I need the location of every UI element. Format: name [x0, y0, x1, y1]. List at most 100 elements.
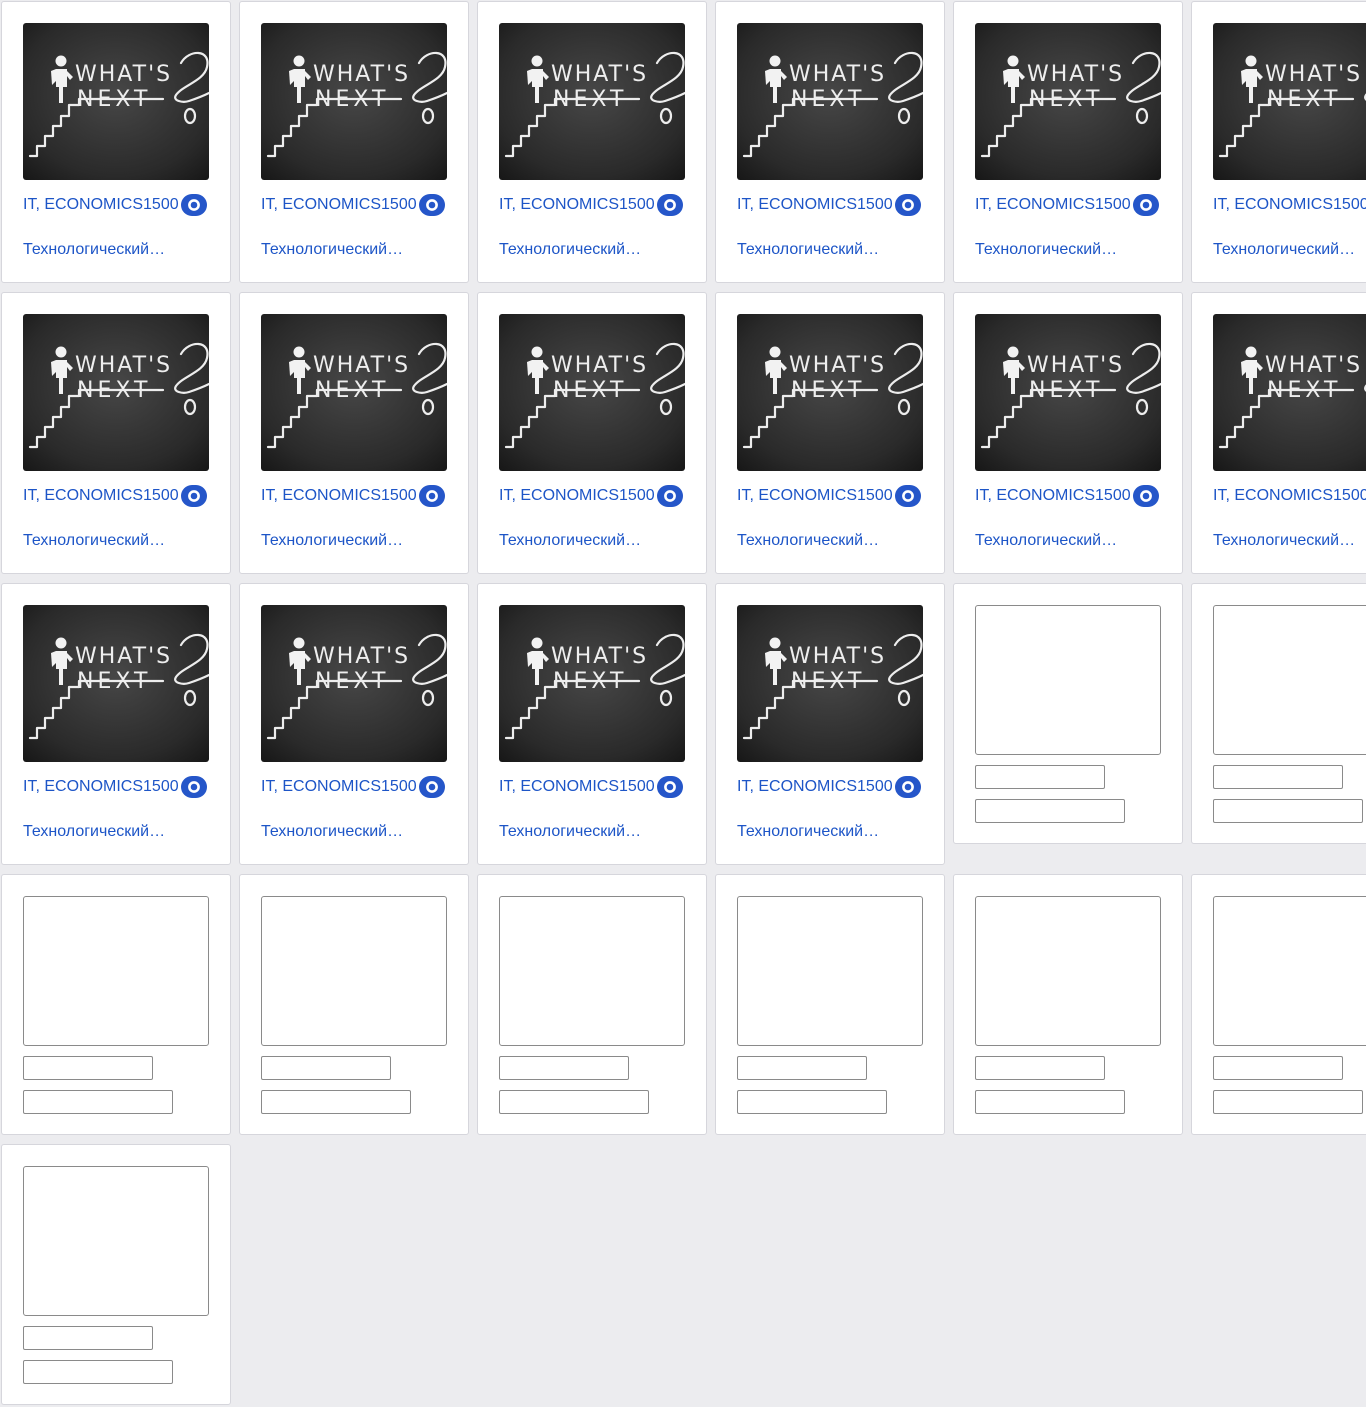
- chalkboard-whats-next-icon: WHAT'S NEXT: [261, 605, 447, 762]
- card-title[interactable]: Технологический…: [261, 823, 404, 840]
- article-thumbnail[interactable]: WHAT'S NEXT: [1213, 314, 1366, 471]
- card-title[interactable]: Технологический…: [499, 241, 642, 258]
- article-card[interactable]: WHAT'S NEXT IT, ECONOMICS 1500 Технологич…: [1191, 1, 1366, 283]
- article-thumbnail[interactable]: WHAT'S NEXT: [975, 23, 1161, 180]
- article-thumbnail[interactable]: WHAT'S NEXT: [23, 314, 209, 471]
- card-tags[interactable]: IT, ECONOMICS: [261, 778, 382, 795]
- card-title[interactable]: Технологический…: [23, 823, 166, 840]
- card-tags[interactable]: IT, ECONOMICS: [261, 196, 382, 213]
- skeleton-card: [715, 874, 945, 1135]
- article-card[interactable]: WHAT'S NEXT IT, ECONOMICS 1500 Технологич…: [953, 292, 1183, 574]
- article-card[interactable]: WHAT'S NEXT IT, ECONOMICS 1500 Технологич…: [239, 583, 469, 865]
- card-title[interactable]: Технологический…: [261, 241, 404, 258]
- article-card[interactable]: WHAT'S NEXT IT, ECONOMICS 1500 Технологич…: [953, 1, 1183, 283]
- thumbnail-text-line2: NEXT: [77, 378, 151, 403]
- card-tags[interactable]: IT, ECONOMICS: [737, 196, 858, 213]
- card-title[interactable]: Технологический…: [975, 241, 1118, 258]
- card-title[interactable]: Технологический…: [499, 823, 642, 840]
- chalkboard-whats-next-icon: WHAT'S NEXT: [23, 23, 209, 180]
- article-thumbnail[interactable]: WHAT'S NEXT: [261, 314, 447, 471]
- thumbnail-text-line1: WHAT'S: [1265, 62, 1362, 87]
- article-card[interactable]: WHAT'S NEXT IT, ECONOMICS 1500 Технологич…: [715, 292, 945, 574]
- skeleton-thumbnail: [23, 1166, 209, 1316]
- card-title[interactable]: Технологический…: [737, 241, 880, 258]
- skeleton-line: [975, 1090, 1125, 1114]
- card-tags[interactable]: IT, ECONOMICS: [499, 196, 620, 213]
- thumbnail-text-line2: NEXT: [315, 378, 389, 403]
- card-tags[interactable]: IT, ECONOMICS: [737, 778, 858, 795]
- skeleton-line: [737, 1090, 887, 1114]
- article-thumbnail[interactable]: WHAT'S NEXT: [737, 23, 923, 180]
- card-title[interactable]: Технологический…: [23, 532, 166, 549]
- card-meta: IT, ECONOMICS 1500: [261, 194, 447, 216]
- skeleton-thumbnail: [261, 896, 447, 1046]
- card-title[interactable]: Технологический…: [499, 532, 642, 549]
- eye-icon: [180, 194, 207, 216]
- view-count: 1500: [143, 778, 179, 795]
- card-tags[interactable]: IT, ECONOMICS: [499, 778, 620, 795]
- article-card[interactable]: WHAT'S NEXT IT, ECONOMICS 1500 Технологич…: [1, 1, 231, 283]
- thumbnail-text-line2: NEXT: [553, 669, 627, 694]
- chalkboard-whats-next-icon: WHAT'S NEXT: [499, 605, 685, 762]
- article-card[interactable]: WHAT'S NEXT IT, ECONOMICS 1500 Технологич…: [239, 292, 469, 574]
- thumbnail-text-line1: WHAT'S: [789, 62, 886, 87]
- chalkboard-whats-next-icon: WHAT'S NEXT: [1213, 314, 1366, 471]
- article-card[interactable]: WHAT'S NEXT IT, ECONOMICS 1500 Технологич…: [477, 292, 707, 574]
- article-card[interactable]: WHAT'S NEXT IT, ECONOMICS 1500 Технологич…: [715, 1, 945, 283]
- article-thumbnail[interactable]: WHAT'S NEXT: [499, 605, 685, 762]
- article-card[interactable]: WHAT'S NEXT IT, ECONOMICS 1500 Технологич…: [477, 1, 707, 283]
- card-title[interactable]: Технологический…: [23, 241, 166, 258]
- article-thumbnail[interactable]: WHAT'S NEXT: [737, 314, 923, 471]
- skeleton-line: [23, 1056, 153, 1080]
- article-thumbnail[interactable]: WHAT'S NEXT: [975, 314, 1161, 471]
- article-thumbnail[interactable]: WHAT'S NEXT: [261, 23, 447, 180]
- article-card[interactable]: WHAT'S NEXT IT, ECONOMICS 1500 Технологич…: [239, 1, 469, 283]
- card-meta: IT, ECONOMICS 1500: [261, 776, 447, 798]
- card-tags[interactable]: IT, ECONOMICS: [975, 487, 1096, 504]
- card-tags[interactable]: IT, ECONOMICS: [23, 196, 144, 213]
- view-count: 1500: [381, 778, 417, 795]
- thumbnail-text-line2: NEXT: [1029, 378, 1103, 403]
- thumbnail-text-line1: WHAT'S: [75, 62, 172, 87]
- eye-icon: [894, 776, 921, 798]
- skeleton-line: [975, 799, 1125, 823]
- card-title[interactable]: Технологический…: [975, 532, 1118, 549]
- article-thumbnail[interactable]: WHAT'S NEXT: [23, 23, 209, 180]
- article-thumbnail[interactable]: WHAT'S NEXT: [1213, 23, 1366, 180]
- article-card[interactable]: WHAT'S NEXT IT, ECONOMICS 1500 Технологич…: [1, 583, 231, 865]
- skeleton-thumbnail: [23, 896, 209, 1046]
- card-title[interactable]: Технологический…: [261, 532, 404, 549]
- article-thumbnail[interactable]: WHAT'S NEXT: [737, 605, 923, 762]
- article-thumbnail[interactable]: WHAT'S NEXT: [499, 23, 685, 180]
- card-tags[interactable]: IT, ECONOMICS: [975, 196, 1096, 213]
- thumbnail-text-line1: WHAT'S: [789, 353, 886, 378]
- skeleton-thumbnail: [975, 896, 1161, 1046]
- card-tags[interactable]: IT, ECONOMICS: [737, 487, 858, 504]
- article-thumbnail[interactable]: WHAT'S NEXT: [23, 605, 209, 762]
- skeleton-line: [23, 1090, 173, 1114]
- thumbnail-text-line2: NEXT: [791, 378, 865, 403]
- card-title[interactable]: Технологический…: [1213, 532, 1356, 549]
- card-tags[interactable]: IT, ECONOMICS: [1213, 487, 1334, 504]
- card-tags[interactable]: IT, ECONOMICS: [261, 487, 382, 504]
- article-card[interactable]: WHAT'S NEXT IT, ECONOMICS 1500 Технологич…: [715, 583, 945, 865]
- card-title[interactable]: Технологический…: [1213, 241, 1356, 258]
- article-card[interactable]: WHAT'S NEXT IT, ECONOMICS 1500 Технологич…: [477, 583, 707, 865]
- chalkboard-whats-next-icon: WHAT'S NEXT: [23, 314, 209, 471]
- card-title[interactable]: Технологический…: [737, 532, 880, 549]
- view-count: 1500: [1095, 196, 1131, 213]
- article-thumbnail[interactable]: WHAT'S NEXT: [499, 314, 685, 471]
- thumbnail-text-line1: WHAT'S: [551, 62, 648, 87]
- skeleton-card: [953, 874, 1183, 1135]
- card-tags[interactable]: IT, ECONOMICS: [1213, 196, 1334, 213]
- thumbnail-text-line2: NEXT: [1029, 87, 1103, 112]
- skeleton-thumbnail: [1213, 605, 1366, 755]
- card-title[interactable]: Технологический…: [737, 823, 880, 840]
- article-card[interactable]: WHAT'S NEXT IT, ECONOMICS 1500 Технологич…: [1191, 292, 1366, 574]
- card-tags[interactable]: IT, ECONOMICS: [499, 487, 620, 504]
- article-thumbnail[interactable]: WHAT'S NEXT: [261, 605, 447, 762]
- card-tags[interactable]: IT, ECONOMICS: [23, 778, 144, 795]
- article-card[interactable]: WHAT'S NEXT IT, ECONOMICS 1500 Технологич…: [1, 292, 231, 574]
- thumbnail-text-line2: NEXT: [77, 87, 151, 112]
- card-tags[interactable]: IT, ECONOMICS: [23, 487, 144, 504]
